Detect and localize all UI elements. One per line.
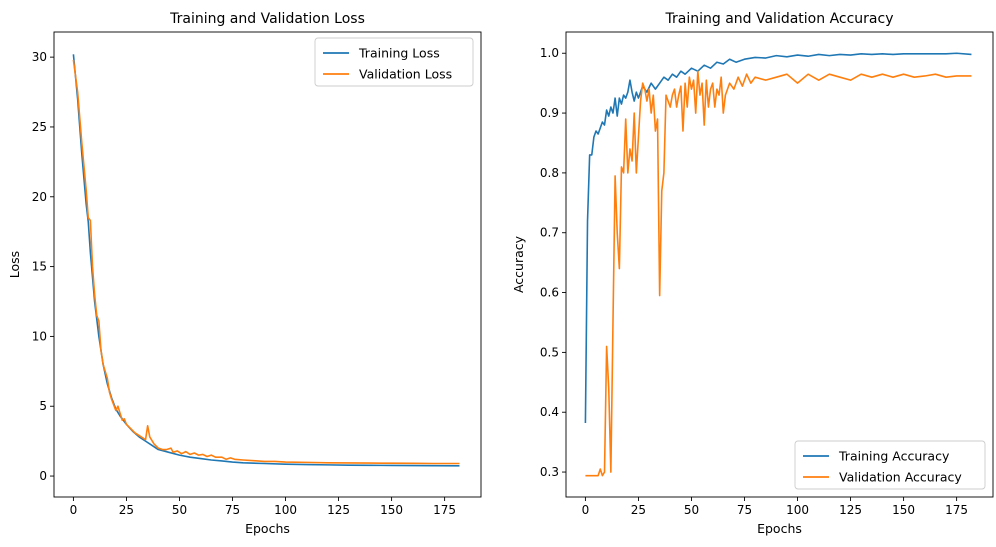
y-tick-label: 0.9 xyxy=(540,106,559,120)
x-tick-label: 150 xyxy=(380,503,403,517)
y-tick-label: 5 xyxy=(39,399,47,413)
axes-frame xyxy=(565,31,994,498)
x-tick-label: 100 xyxy=(786,503,809,517)
x-tick-label: 175 xyxy=(945,503,968,517)
x-tick-label: 50 xyxy=(172,503,187,517)
chart-title: Training and Validation Loss xyxy=(169,11,365,27)
y-tick-label: 1.0 xyxy=(540,46,559,60)
x-tick-label: 0 xyxy=(70,503,78,517)
series-line-validation-loss xyxy=(72,59,460,465)
y-tick-label: 0.4 xyxy=(540,405,559,419)
y-tick-label: 10 xyxy=(32,329,47,343)
legend-label: Training Loss xyxy=(358,46,440,61)
y-tick-label: 25 xyxy=(32,120,47,134)
y-tick-label: 0.3 xyxy=(540,465,559,479)
x-tick-label: 25 xyxy=(119,503,134,517)
accuracy-chart: 0 25 50 75 100 125 150 175 0.3 0.4 0.5 0.6 0.7 0.8 0.9… xyxy=(511,11,994,536)
axes-frame xyxy=(53,31,482,498)
y-tick-label: 0.7 xyxy=(540,226,559,240)
x-tick-label: 150 xyxy=(892,503,915,517)
x-tick-label: 75 xyxy=(225,503,240,517)
x-axis-label: Epochs xyxy=(245,521,290,536)
x-axis-label: Epochs xyxy=(757,521,802,536)
x-tick-label: 75 xyxy=(737,503,752,517)
x-tick-label: 125 xyxy=(839,503,862,517)
y-tick-label: 15 xyxy=(32,260,47,274)
loss-chart: 0 25 50 75 100 125 150 175 0 5 10 15 20 25 30 Training … xyxy=(7,11,482,536)
y-tick-label: 0 xyxy=(39,469,47,483)
y-tick-label: 0.6 xyxy=(540,286,559,300)
x-tick-label: 0 xyxy=(582,503,590,517)
y-tick-label: 20 xyxy=(32,190,47,204)
legend-label: Validation Loss xyxy=(359,67,452,82)
x-tick-label: 175 xyxy=(433,503,456,517)
legend-box xyxy=(794,440,986,490)
y-tick-label: 0.5 xyxy=(540,345,559,359)
x-tick-label: 25 xyxy=(631,503,646,517)
series-line-validation-accuracy xyxy=(585,70,972,477)
x-tick-label: 50 xyxy=(684,503,699,517)
y-axis-label: Loss xyxy=(7,251,22,278)
legend-box xyxy=(314,37,474,87)
y-tick-label: 0.8 xyxy=(540,166,559,180)
chart-title: Training and Validation Accuracy xyxy=(665,11,894,27)
y-axis-label: Accuracy xyxy=(511,235,526,293)
legend: Training Accuracy Validation Accuracy xyxy=(794,440,986,490)
x-tick-label: 100 xyxy=(274,503,297,517)
y-tick-label: 30 xyxy=(32,50,47,64)
legend-label: Validation Accuracy xyxy=(839,470,962,485)
x-tick-label: 125 xyxy=(327,503,350,517)
series-line-training-accuracy xyxy=(584,52,972,423)
series-line-training-loss xyxy=(72,54,460,467)
legend-label: Training Accuracy xyxy=(838,449,950,464)
legend: Training Loss Validation Loss xyxy=(314,37,474,87)
